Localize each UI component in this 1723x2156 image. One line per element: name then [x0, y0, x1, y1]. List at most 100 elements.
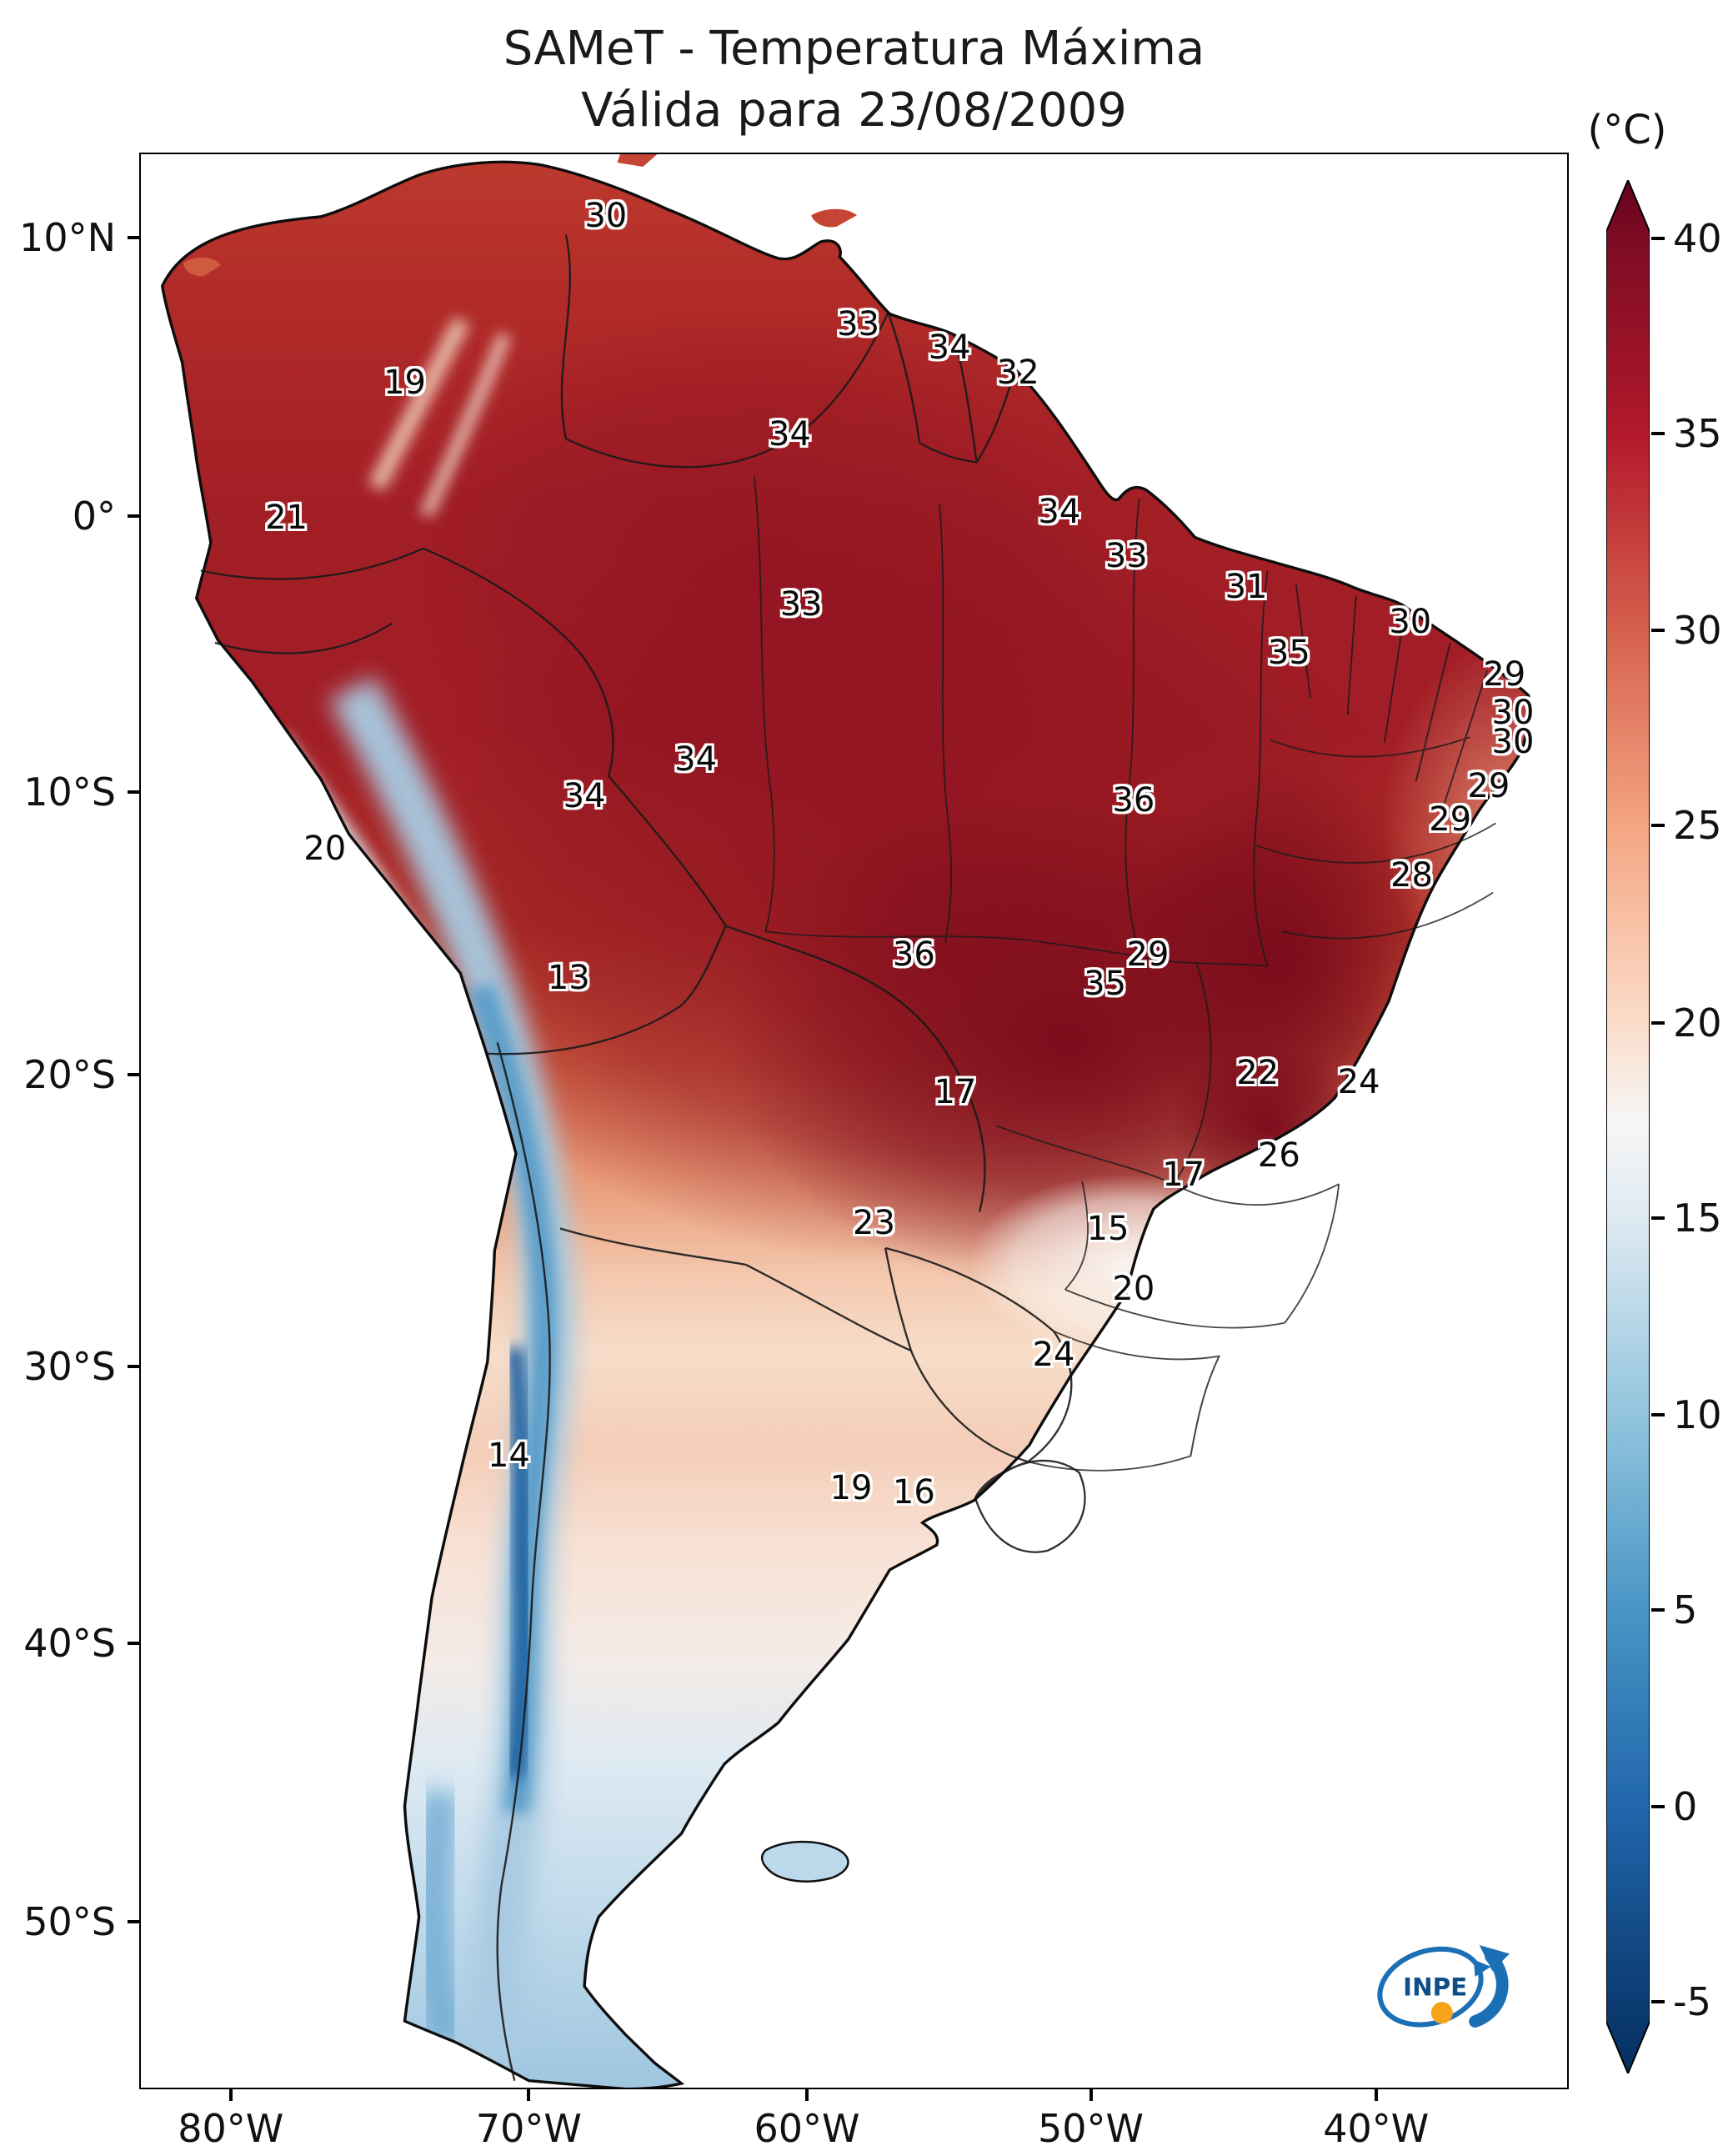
temperature-value-label: 29: [1467, 767, 1510, 805]
temperature-value: 17: [934, 1072, 977, 1111]
temperature-value-label: 34: [1038, 493, 1080, 531]
temperature-value: 30: [1491, 722, 1535, 761]
tick-mark: [128, 1072, 141, 1076]
map-title: SAMeT - Temperatura Máxima: [503, 22, 1205, 76]
lat-tick-label: 30°S: [23, 1344, 116, 1389]
temperature-value: 29: [1429, 800, 1472, 839]
temperature-value-label: 15: [1087, 1210, 1129, 1248]
temperature-value-label: 17: [1162, 1156, 1205, 1194]
temperature-value: 20: [303, 829, 347, 868]
temperature-value-label: 34: [674, 740, 717, 779]
tick-mark: [1651, 432, 1665, 436]
colorbar-gradient: [1606, 180, 1650, 2073]
tick-mark: [1651, 1804, 1665, 1808]
temperature-value: 19: [383, 363, 426, 402]
map-subtitle: Válida para 23/08/2009: [581, 83, 1127, 138]
temperature-value-label: 34: [929, 328, 971, 367]
temperature-value-label: 31: [1225, 568, 1268, 606]
temperature-value-label: 16: [893, 1473, 935, 1512]
temperature-value: 34: [769, 415, 811, 454]
colorbar-tick-label: 30: [1673, 608, 1722, 654]
temperature-value-label: 35: [1268, 634, 1310, 672]
temperature-value: 26: [1257, 1136, 1300, 1176]
temperature-value-label: 30: [1389, 603, 1431, 641]
temperature-value: 30: [584, 197, 628, 236]
colorbar-tick-label: 0: [1673, 1783, 1698, 1829]
temperature-value: 21: [265, 498, 308, 537]
temperature-value-label: 32: [997, 353, 1039, 392]
colorbar-tick-label: 10: [1673, 1391, 1722, 1437]
colorbar-unit-label: (°C): [1587, 107, 1667, 153]
temperature-value-label: 33: [837, 305, 879, 343]
lat-tick-label: 40°S: [23, 1620, 116, 1666]
temperature-value: 36: [1112, 780, 1155, 820]
temperature-value-label: 36: [1112, 781, 1155, 820]
lat-tick-label: 20°S: [23, 1051, 116, 1097]
tick-mark: [1089, 2088, 1093, 2101]
swoosh-arrowhead-icon: [1480, 1945, 1510, 1972]
temperature-value: 31: [1225, 568, 1268, 607]
temperature-value-label: 34: [769, 415, 811, 454]
temperature-value-label: 24: [1033, 1336, 1075, 1374]
temperature-value: 16: [892, 1472, 935, 1512]
tick-mark: [128, 1365, 141, 1368]
temperature-value-label: 28: [1390, 856, 1433, 895]
temperature-value-label: 17: [934, 1073, 977, 1111]
temperature-value-label: 14: [488, 1436, 530, 1475]
colorbar-tick-label: 15: [1673, 1195, 1722, 1241]
temperature-value-label: 13: [548, 959, 590, 997]
temperature-value: 34: [674, 740, 718, 779]
temperature-value: 28: [1390, 855, 1433, 895]
tick-mark: [1374, 2088, 1378, 2101]
temperature-value-label: 26: [1258, 1136, 1300, 1175]
colorbar-tick-label: 25: [1673, 803, 1722, 849]
temperature-value: 29: [1126, 935, 1170, 975]
temperature-value-label: 29: [1483, 655, 1525, 694]
tick-mark: [1651, 1607, 1665, 1612]
lat-tick-label: 10°N: [19, 214, 116, 260]
temperature-value: 14: [487, 1436, 530, 1475]
temperature-value: 32: [996, 353, 1039, 393]
country-borders: [200, 234, 1086, 2081]
tick-mark: [527, 2088, 531, 2101]
lon-tick-label: 60°W: [754, 2106, 860, 2151]
temperature-value: 24: [1337, 1063, 1380, 1102]
temperature-value-label: 19: [830, 1469, 873, 1507]
temperature-value: 22: [1236, 1053, 1280, 1092]
temperature-value: 35: [1267, 634, 1310, 673]
colorbar-tick-label: -5: [1673, 1978, 1711, 2024]
lat-tick-label: 10°S: [23, 770, 116, 815]
temperature-value: 23: [853, 1204, 895, 1243]
temperature-value-label: 23: [853, 1204, 895, 1242]
temperature-value-label: 22: [1236, 1054, 1279, 1092]
state-borders: [753, 476, 1496, 1472]
temperature-value-label: 20: [303, 830, 346, 868]
temperature-value: 34: [1038, 493, 1081, 531]
temperature-value: 36: [892, 935, 935, 975]
temperature-value-label: 30: [1492, 723, 1535, 761]
temperature-value: 33: [837, 305, 880, 344]
tick-mark: [1651, 629, 1665, 633]
tick-mark: [128, 1641, 141, 1645]
temperature-value-label: 35: [1084, 965, 1126, 1003]
tick-mark: [1651, 1216, 1665, 1220]
temperature-value: 33: [779, 585, 823, 624]
temperature-value: 13: [547, 958, 590, 997]
lat-tick-label: 0°: [72, 493, 116, 539]
orbit-arrowhead-icon: [1474, 1959, 1491, 1978]
temperature-value: 24: [1032, 1336, 1075, 1375]
tick-mark: [128, 514, 141, 518]
tick-mark: [1651, 824, 1665, 828]
temperature-value: 30: [1389, 603, 1432, 642]
temperature-value: 29: [1483, 654, 1526, 694]
temperature-value: 33: [1104, 537, 1148, 576]
temperature-value-label: 24: [1338, 1063, 1380, 1101]
temperature-value-label: 33: [780, 585, 823, 624]
south-america-temperature-map: [160, 154, 1531, 2088]
lon-tick-label: 70°W: [475, 2106, 582, 2151]
tick-mark: [1651, 237, 1665, 241]
temperature-value: 17: [1162, 1156, 1205, 1195]
temperature-value: 15: [1086, 1210, 1129, 1249]
temperature-value: 34: [928, 328, 971, 367]
